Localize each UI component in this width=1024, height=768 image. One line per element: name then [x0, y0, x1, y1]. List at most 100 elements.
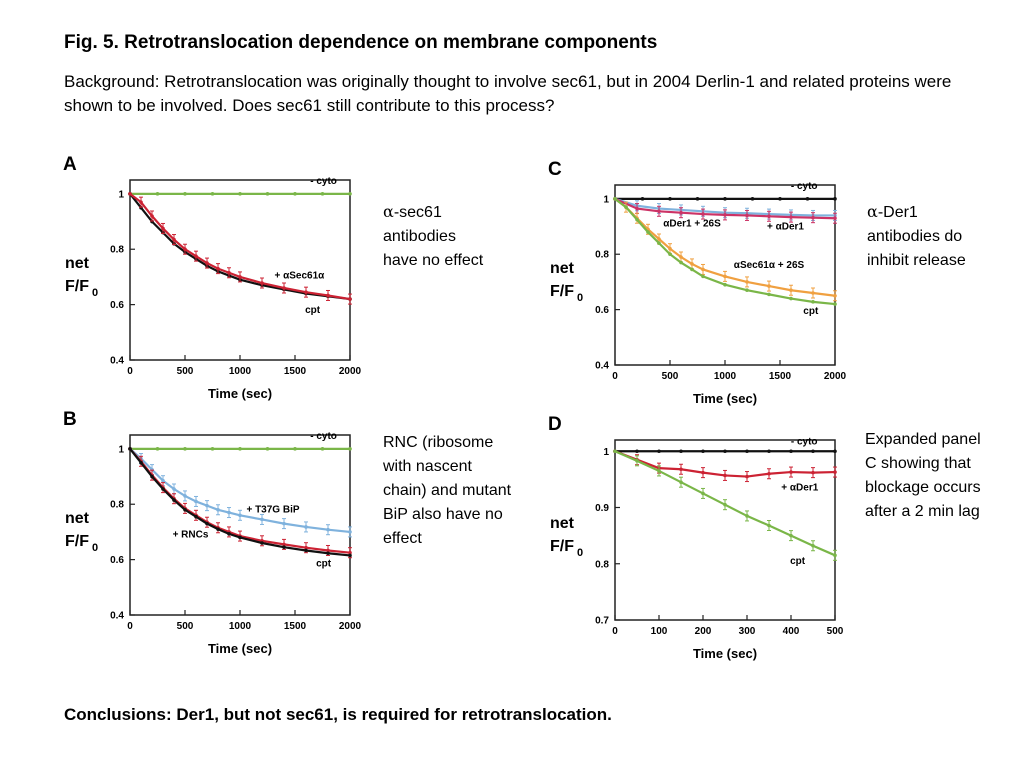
- data-point: [216, 527, 220, 531]
- series-line: [129, 448, 351, 557]
- y-tick-label: 1: [603, 447, 609, 458]
- series-annotation: - cyto: [310, 176, 337, 187]
- y-tick-label: 0.8: [110, 245, 124, 256]
- data-point: [695, 197, 700, 201]
- data-point: [161, 487, 165, 491]
- x-tick-label: 0: [127, 366, 133, 377]
- data-point: [260, 281, 264, 285]
- data-point: [293, 447, 297, 451]
- x-tick-label: 500: [662, 371, 679, 382]
- x-tick-label: 400: [783, 626, 800, 637]
- data-point: [172, 487, 176, 491]
- data-point: [701, 274, 705, 279]
- panel-letter: D: [548, 414, 562, 435]
- data-point: [161, 478, 165, 483]
- data-point: [227, 270, 231, 275]
- data-point: [811, 291, 815, 295]
- y-axis-label-subscript: 0: [577, 292, 583, 304]
- data-point: [833, 302, 837, 306]
- y-axis-label-line2: F/F: [550, 538, 574, 555]
- data-point: [624, 205, 628, 209]
- series-cpt: [128, 192, 352, 301]
- plot-frame: [129, 434, 351, 616]
- data-point: [833, 216, 837, 221]
- data-point: [320, 447, 325, 451]
- data-point: [789, 288, 793, 293]
- series-cyto: [128, 192, 352, 196]
- data-point: [745, 514, 749, 518]
- data-point: [293, 192, 297, 196]
- data-point: [260, 517, 264, 522]
- data-point: [238, 192, 242, 196]
- x-tick-label: 2000: [339, 621, 362, 632]
- data-point: [701, 267, 705, 272]
- x-axis-label: Time (sec): [693, 391, 757, 406]
- note-d-text: Expanded panel C showing that blockage o…: [865, 431, 981, 520]
- plot-frame: [614, 439, 836, 621]
- y-tick-label: 0.4: [595, 361, 609, 372]
- note-panel-c: α-Der1 antibodies do inhibit release: [867, 200, 967, 273]
- y-axis-label-line1: net: [550, 260, 575, 277]
- data-point: [326, 527, 330, 532]
- x-tick-label: 0: [127, 621, 133, 632]
- data-point: [183, 247, 187, 252]
- y-tick-label: 0.6: [595, 305, 609, 316]
- note-b-text: RNC (ribosome with nascent chain) and mu…: [383, 434, 512, 547]
- x-axis-label: Time (sec): [208, 386, 272, 401]
- x-axis-label: Time (sec): [693, 646, 757, 661]
- data-point: [778, 197, 782, 201]
- series-annotation: cpt: [790, 556, 806, 567]
- data-point: [304, 545, 308, 550]
- data-point: [128, 192, 132, 196]
- data-point: [348, 550, 352, 555]
- x-tick-label: 0: [612, 626, 618, 637]
- data-point: [679, 255, 683, 259]
- data-point: [304, 525, 308, 529]
- data-point: [326, 548, 330, 553]
- data-point: [701, 470, 705, 475]
- data-point: [613, 197, 617, 201]
- chart-panel-c: C 0.4 0.6 0.8 1 0 500 1000 1500 2000 Time (sec) net…: [548, 159, 847, 406]
- data-point: [833, 449, 837, 454]
- data-point: [304, 548, 308, 553]
- note-panel-d: Expanded panel C showing that blockage o…: [865, 428, 995, 524]
- x-tick-label: 500: [177, 621, 194, 632]
- data-point: [210, 447, 215, 451]
- series-annotation: - cyto: [791, 437, 818, 448]
- data-point: [811, 300, 815, 304]
- note-panel-b: RNC (ribosome with nascent chain) and mu…: [383, 431, 518, 551]
- data-point: [767, 449, 771, 454]
- data-point: [745, 288, 749, 293]
- data-point: [183, 192, 187, 196]
- y-tick-label: 0.4: [110, 356, 124, 367]
- data-point: [161, 226, 165, 231]
- note-c-text: -Der1 antibodies do inhibit release: [867, 204, 966, 269]
- note-panel-a: α-sec61 antibodies have no effect: [383, 200, 493, 273]
- data-point: [657, 449, 661, 454]
- conclusion-text: Conclusions: Der1, but not sec61, is req…: [64, 705, 612, 724]
- data-point: [326, 293, 330, 298]
- note-a-greek: α: [383, 202, 394, 221]
- data-point: [265, 447, 270, 451]
- data-point: [238, 535, 242, 540]
- y-tick-label: 0.7: [595, 616, 609, 627]
- series-annotation: + αDer1: [781, 483, 818, 494]
- series-line: [129, 193, 351, 301]
- data-point: [668, 252, 672, 257]
- x-axis-label: Time (sec): [208, 641, 272, 656]
- data-point: [723, 197, 727, 201]
- data-point: [183, 447, 187, 451]
- data-point: [679, 480, 683, 484]
- data-point: [789, 533, 793, 538]
- y-tick-label: 0.8: [595, 250, 609, 261]
- y-tick-label: 0.4: [110, 611, 124, 622]
- x-tick-label: 1500: [284, 621, 307, 632]
- data-point: [767, 523, 771, 528]
- series-annotation: - cyto: [791, 181, 818, 192]
- series-annotation: + αSec61α: [274, 270, 325, 281]
- data-point: [701, 449, 705, 454]
- series-der1: [613, 197, 837, 224]
- data-point: [640, 197, 645, 201]
- series-cpt: [613, 197, 837, 306]
- data-point: [155, 192, 160, 196]
